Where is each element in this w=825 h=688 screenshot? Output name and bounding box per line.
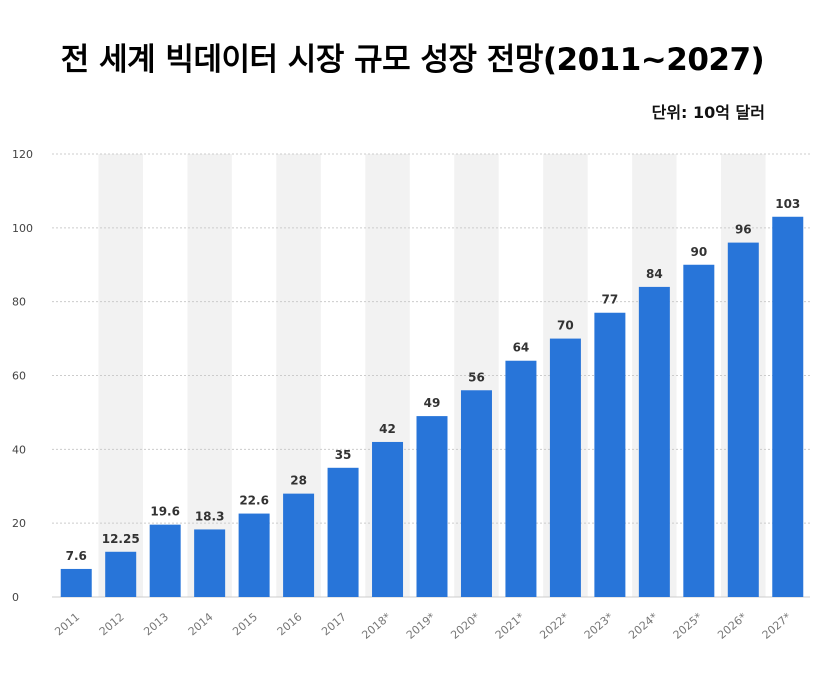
y-tick-label: 60	[12, 370, 26, 383]
bar-2019	[416, 416, 448, 597]
data-label: 42	[379, 422, 396, 436]
x-tick-label: 2027*	[760, 610, 794, 642]
data-label: 64	[513, 341, 530, 355]
y-tick-label: 120	[12, 148, 33, 161]
bar-2011	[60, 568, 92, 597]
x-tick-label: 2022*	[537, 610, 571, 642]
bar-2020	[460, 390, 492, 597]
bar-2023	[594, 312, 626, 597]
data-label: 22.6	[239, 494, 269, 508]
bar-2024	[638, 286, 670, 597]
bar-2021	[505, 360, 537, 597]
y-tick-label: 20	[12, 517, 26, 530]
data-label: 35	[335, 448, 352, 462]
x-tick-label: 2017	[319, 610, 349, 638]
data-label: 49	[424, 396, 441, 410]
bar-2026	[727, 242, 759, 597]
unit-label: 단위: 10억 달러	[651, 103, 765, 122]
data-label: 77	[602, 293, 619, 307]
data-label: 70	[557, 319, 574, 333]
bar-2014	[194, 529, 226, 597]
bar-2015	[238, 513, 270, 597]
data-label: 90	[690, 245, 707, 259]
x-tick-label: 2026*	[715, 610, 749, 642]
data-label: 12.25	[102, 532, 140, 546]
x-tick-label: 2012	[97, 610, 127, 638]
x-tick-label: 2021*	[493, 610, 527, 642]
data-label: 19.6	[150, 505, 180, 519]
x-tick-label: 2016	[275, 610, 305, 638]
bar-2012	[105, 551, 137, 597]
bar-2018	[372, 441, 404, 597]
y-tick-label: 100	[12, 222, 33, 235]
x-tick-label: 2020*	[448, 610, 482, 642]
bars	[60, 216, 804, 597]
bar-2022	[549, 338, 581, 597]
x-tick-label: 2011	[52, 610, 82, 638]
bar-2017	[327, 467, 359, 597]
chart-title: 전 세계 빅데이터 시장 규모 성장 전망(2011~2027)	[60, 42, 765, 78]
bar-2027	[772, 216, 804, 597]
data-labels: 7.6 12.25 19.6 18.3 22.6 28 35 42 49 56 64 70 77 84 90…	[66, 197, 801, 563]
x-tick-label: 2015	[230, 610, 260, 638]
bar-2025	[683, 264, 715, 597]
y-tick-label: 0	[12, 591, 19, 604]
x-tick-label: 2014	[186, 610, 216, 638]
x-axis-ticks: 2011 2012 2013 2014 2015 2016 2017 2018* 2019* 20…	[52, 610, 794, 642]
x-tick-label: 2025*	[671, 610, 705, 642]
data-label: 96	[735, 223, 752, 237]
x-tick-label: 2019*	[404, 610, 438, 642]
y-tick-label: 80	[12, 296, 26, 309]
bar-2016	[283, 493, 315, 597]
x-tick-label: 2018*	[359, 610, 393, 642]
x-tick-label: 2024*	[626, 610, 660, 642]
data-label: 7.6	[66, 549, 87, 563]
x-tick-label: 2023*	[582, 610, 616, 642]
y-axis-ticks: 0 20 40 60 80 100 120	[12, 148, 33, 604]
x-tick-label: 2013	[141, 610, 171, 638]
y-tick-label: 40	[12, 443, 26, 456]
data-label: 103	[775, 197, 800, 211]
data-label: 28	[290, 474, 307, 488]
data-label: 84	[646, 267, 663, 281]
data-label: 56	[468, 370, 485, 384]
data-label: 18.3	[195, 509, 225, 523]
bar-2013	[149, 524, 181, 597]
